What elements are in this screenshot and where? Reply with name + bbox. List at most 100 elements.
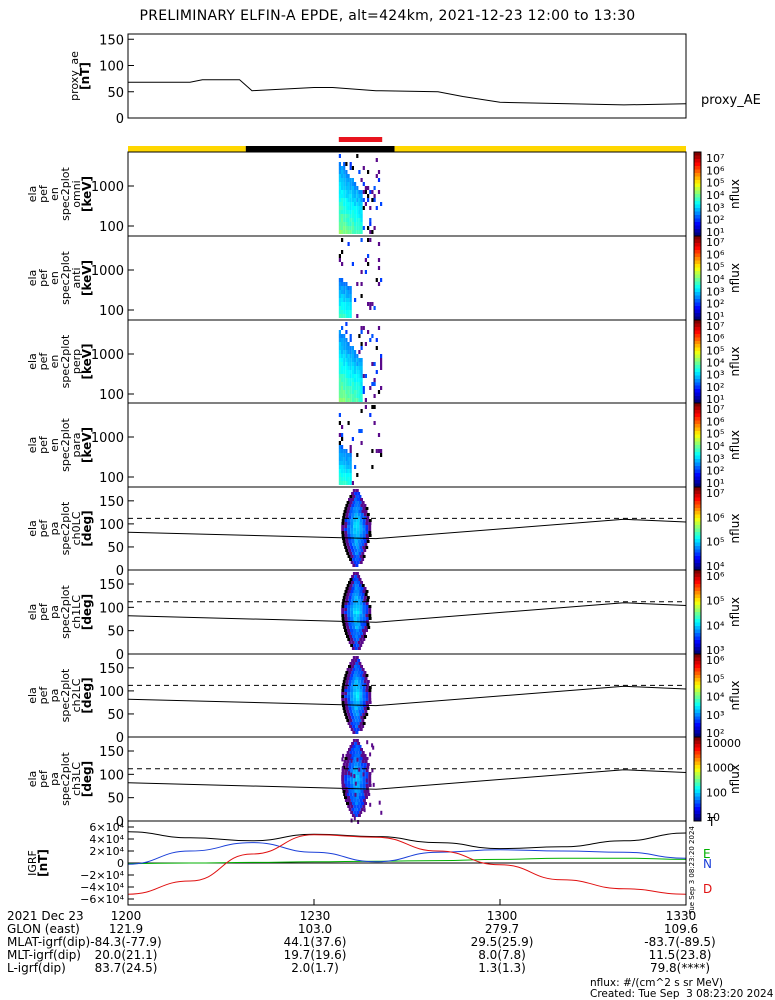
- panel-pa_ch3-pixel: [356, 772, 360, 775]
- panel-pa_ch1-pixel: [350, 632, 354, 635]
- panel-spec_anti-pixel: [347, 286, 350, 290]
- panel-spec_para-colorbar-cell: [694, 469, 701, 474]
- panel-spec_anti-pixel: [347, 314, 350, 318]
- panel-pa_ch3-pixel: [353, 799, 357, 802]
- panel-spec_anti-colorbar-cell: [694, 295, 701, 300]
- panel-spec_omni-pixel: [349, 190, 352, 194]
- panel-pa_ch0-pixel: [349, 543, 353, 546]
- panel-pa_ch2-pixel: [352, 719, 356, 722]
- panel-pa_ch3-pixel: [352, 802, 355, 805]
- panel-spec_omni-ytick-1000: 1000: [91, 180, 124, 195]
- panel-pa_ch2-ylabel-2: pa: [48, 689, 61, 703]
- panel-spec_para-ylabel-3: spec2plot: [59, 418, 72, 472]
- panel-pa_ch1-pixel: [355, 572, 359, 575]
- panel-spec_anti-pixel: [367, 254, 370, 258]
- panel-spec_para-pixel: [338, 421, 341, 425]
- panel-spec_omni-pixel: [367, 226, 370, 230]
- panel-pa_ch2-pixel: [368, 689, 372, 692]
- panel-spec_perp-pixel: [351, 362, 354, 366]
- panel-spec_perp-pixel: [351, 366, 354, 370]
- panel-spec_perp-pixel: [358, 390, 361, 394]
- panel-spec_perp-pixel: [358, 370, 361, 374]
- panel-pa_ch3-colorbar-cell: [694, 786, 701, 790]
- panel-pa_ch2-pixel: [365, 713, 369, 716]
- panel-spec_perp-pixel: [343, 338, 346, 342]
- panel-pa_ch3-pixel: [350, 799, 354, 802]
- panel-spec_perp-pixel: [354, 350, 357, 354]
- panel-spec_omni-pixel: [362, 206, 365, 210]
- ephem-l-2: 1.3(1.3): [478, 961, 526, 975]
- panel-pa_ch1-pixel: [347, 632, 351, 635]
- panel-pa_ch3-pixel: [341, 778, 345, 781]
- panel-spec_anti-ytick-1000: 1000: [91, 264, 124, 279]
- panel-pa_ch2-pixel: [346, 677, 350, 680]
- panel-spec_omni-pixel: [375, 206, 378, 210]
- panel-pa_ch3-colorbar-cell: [694, 803, 701, 808]
- panel-spec_perp-colorbar-cell: [694, 326, 701, 331]
- panel-spec_para-pixel: [345, 453, 348, 457]
- ephem-glon-2: 279.7: [484, 922, 520, 936]
- ephem-mlt-3: 11.5(23.8): [648, 948, 712, 962]
- panel-pa_ch2-pixel: [360, 707, 364, 710]
- panel-pa_ch2-pixel: [358, 710, 362, 713]
- panel-pa_ch3-pixel: [344, 799, 348, 802]
- panel-pa_ch0-pixel: [347, 507, 351, 510]
- panel-pa_ch2-pixel: [344, 674, 348, 677]
- panel-spec_perp-pixel: [343, 350, 346, 354]
- panel-spec_para-pixel: [343, 457, 346, 461]
- panel-pa_ch0-colorbar-cell: [694, 500, 701, 505]
- panel-spec_perp-pixel: [343, 378, 346, 382]
- panel-pa_ch2-colorbar-cell: [694, 726, 701, 731]
- panel-spec_perp-pixel: [341, 394, 344, 398]
- panel-spec_omni-pixel: [351, 186, 354, 190]
- panel-pa_ch1-pixel: [344, 611, 348, 614]
- panel-spec_omni-pixel: [351, 218, 354, 222]
- panel-pa_ch0-pixel: [350, 519, 354, 522]
- panel-pa_ch3-pixel: [345, 763, 349, 766]
- panel-spec_omni-pixel: [351, 222, 354, 226]
- panel-pa_ch0-pixel: [359, 525, 363, 528]
- panel-spec_omni-pixel: [338, 178, 341, 182]
- panel-spec_para-pixel: [345, 457, 348, 461]
- panel-pa_ch0-pixel: [356, 546, 360, 549]
- panel-spec_perp-pixel: [358, 366, 361, 370]
- panel-pa_ch3-speckle: [348, 771, 350, 776]
- panel-pa_ch2-colorbar-cell: [694, 664, 701, 669]
- panel-pa_ch0-pixel: [365, 525, 369, 528]
- panel-spec_para-pixel: [349, 481, 352, 485]
- panel-pa_ch1-colorbar-cell: [694, 605, 701, 609]
- ephem-glon-1: 103.0: [297, 922, 333, 936]
- panel-pa_ch0-colorbar-cell: [694, 552, 701, 557]
- panel-spec_para-pixel: [341, 481, 344, 485]
- panel-pa_ch1-pixel: [354, 599, 358, 602]
- panel-pa_ch2-pixel: [355, 725, 359, 728]
- panel-pa_ch1-pixel: [362, 638, 366, 641]
- panel-pa_ch1-pixel: [350, 590, 354, 593]
- panel-pa_ch0-pixel: [349, 501, 353, 504]
- panel-spec_omni-cbar-tick-5: 10²: [706, 214, 724, 227]
- panel-pa_ch0-pixel: [360, 513, 364, 516]
- panel-spec_anti-colorbar-cell: [694, 302, 701, 307]
- panel-spec_perp-colorbar-cell: [694, 396, 701, 401]
- panel-pa_ch1-pixel: [359, 629, 362, 632]
- panel-pa_ch3-pixel: [348, 754, 352, 757]
- igrf-ytick-4: −2×10⁴: [80, 869, 124, 882]
- panel-pa_ch0-pixel: [344, 531, 348, 534]
- panel-pa_ch2-pixel: [359, 692, 363, 695]
- panel-pa_ch1-pixel: [353, 608, 357, 611]
- panel-pa_ch2-solid-losscone: [127, 685, 687, 707]
- panel-spec_omni-pixel: [362, 226, 365, 230]
- panel-spec_perp-pixel: [358, 350, 361, 354]
- panel-spec_omni-colorbar-cell: [694, 201, 701, 205]
- panel-spec_perp-pixel: [362, 374, 365, 378]
- panel-spec_perp-pixel: [356, 382, 359, 386]
- panel-pa_ch2-pixel: [353, 674, 357, 677]
- panel-spec_para-pixel: [371, 449, 374, 453]
- panel-spec_omni-colorbar-cell: [694, 169, 701, 174]
- panel-spec_anti-colorbar-cell: [694, 274, 701, 279]
- panel-pa_ch0-colorbar-cell: [694, 563, 701, 568]
- panel-pa_ch1-pixel: [342, 596, 346, 599]
- panel-spec_omni-pixel: [360, 218, 363, 222]
- panel-spec_perp-colorbar-cell: [694, 351, 701, 356]
- panel-spec_omni-pixel: [356, 218, 359, 222]
